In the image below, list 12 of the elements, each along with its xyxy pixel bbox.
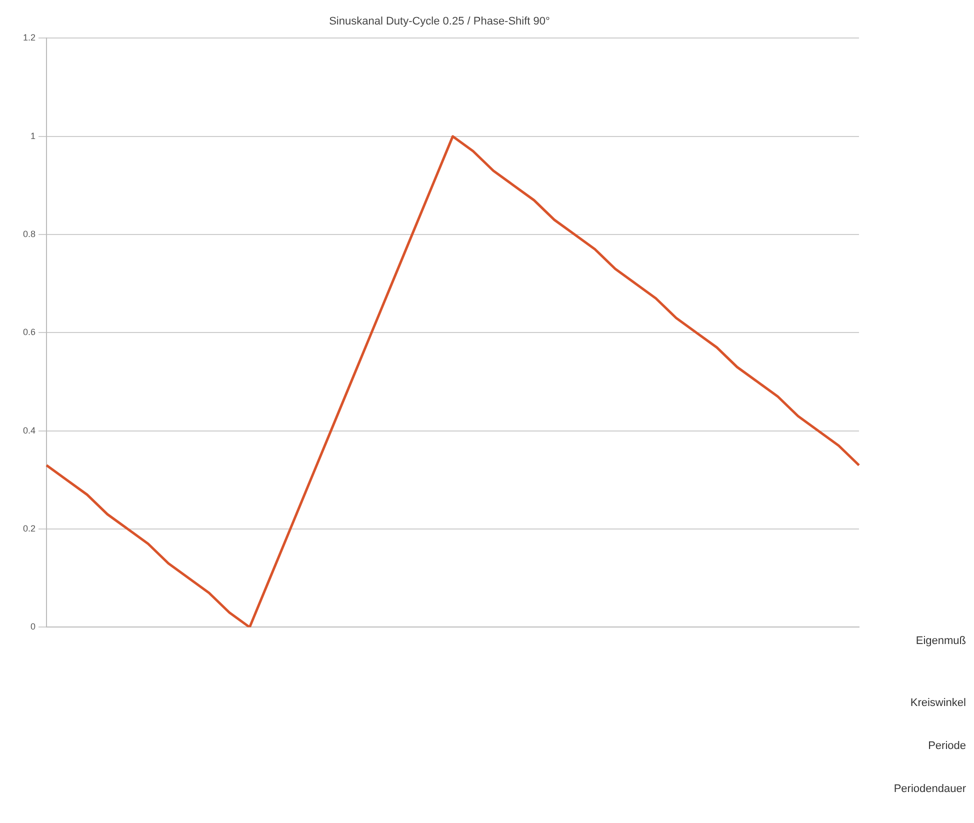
text: Periode <box>928 740 966 752</box>
y-tick-label: 1.2 <box>22 32 36 43</box>
text: Eigenmuß <box>916 635 966 647</box>
y-tick-label: 0.8 <box>22 229 36 240</box>
chart-title: Sinuskanal Duty-Cycle 0.25 / Phase-Shift 90° <box>329 16 550 28</box>
y-tick-label: 1 <box>30 130 36 141</box>
text: Kreiswinkel <box>910 697 966 709</box>
y-tick-label: 0.2 <box>22 524 36 534</box>
text: Periodendauer <box>894 783 966 795</box>
y-tick-label: 0.4 <box>22 425 36 436</box>
y-tick-label: 0.6 <box>22 327 36 338</box>
y-tick-label: 0 <box>30 622 36 632</box>
